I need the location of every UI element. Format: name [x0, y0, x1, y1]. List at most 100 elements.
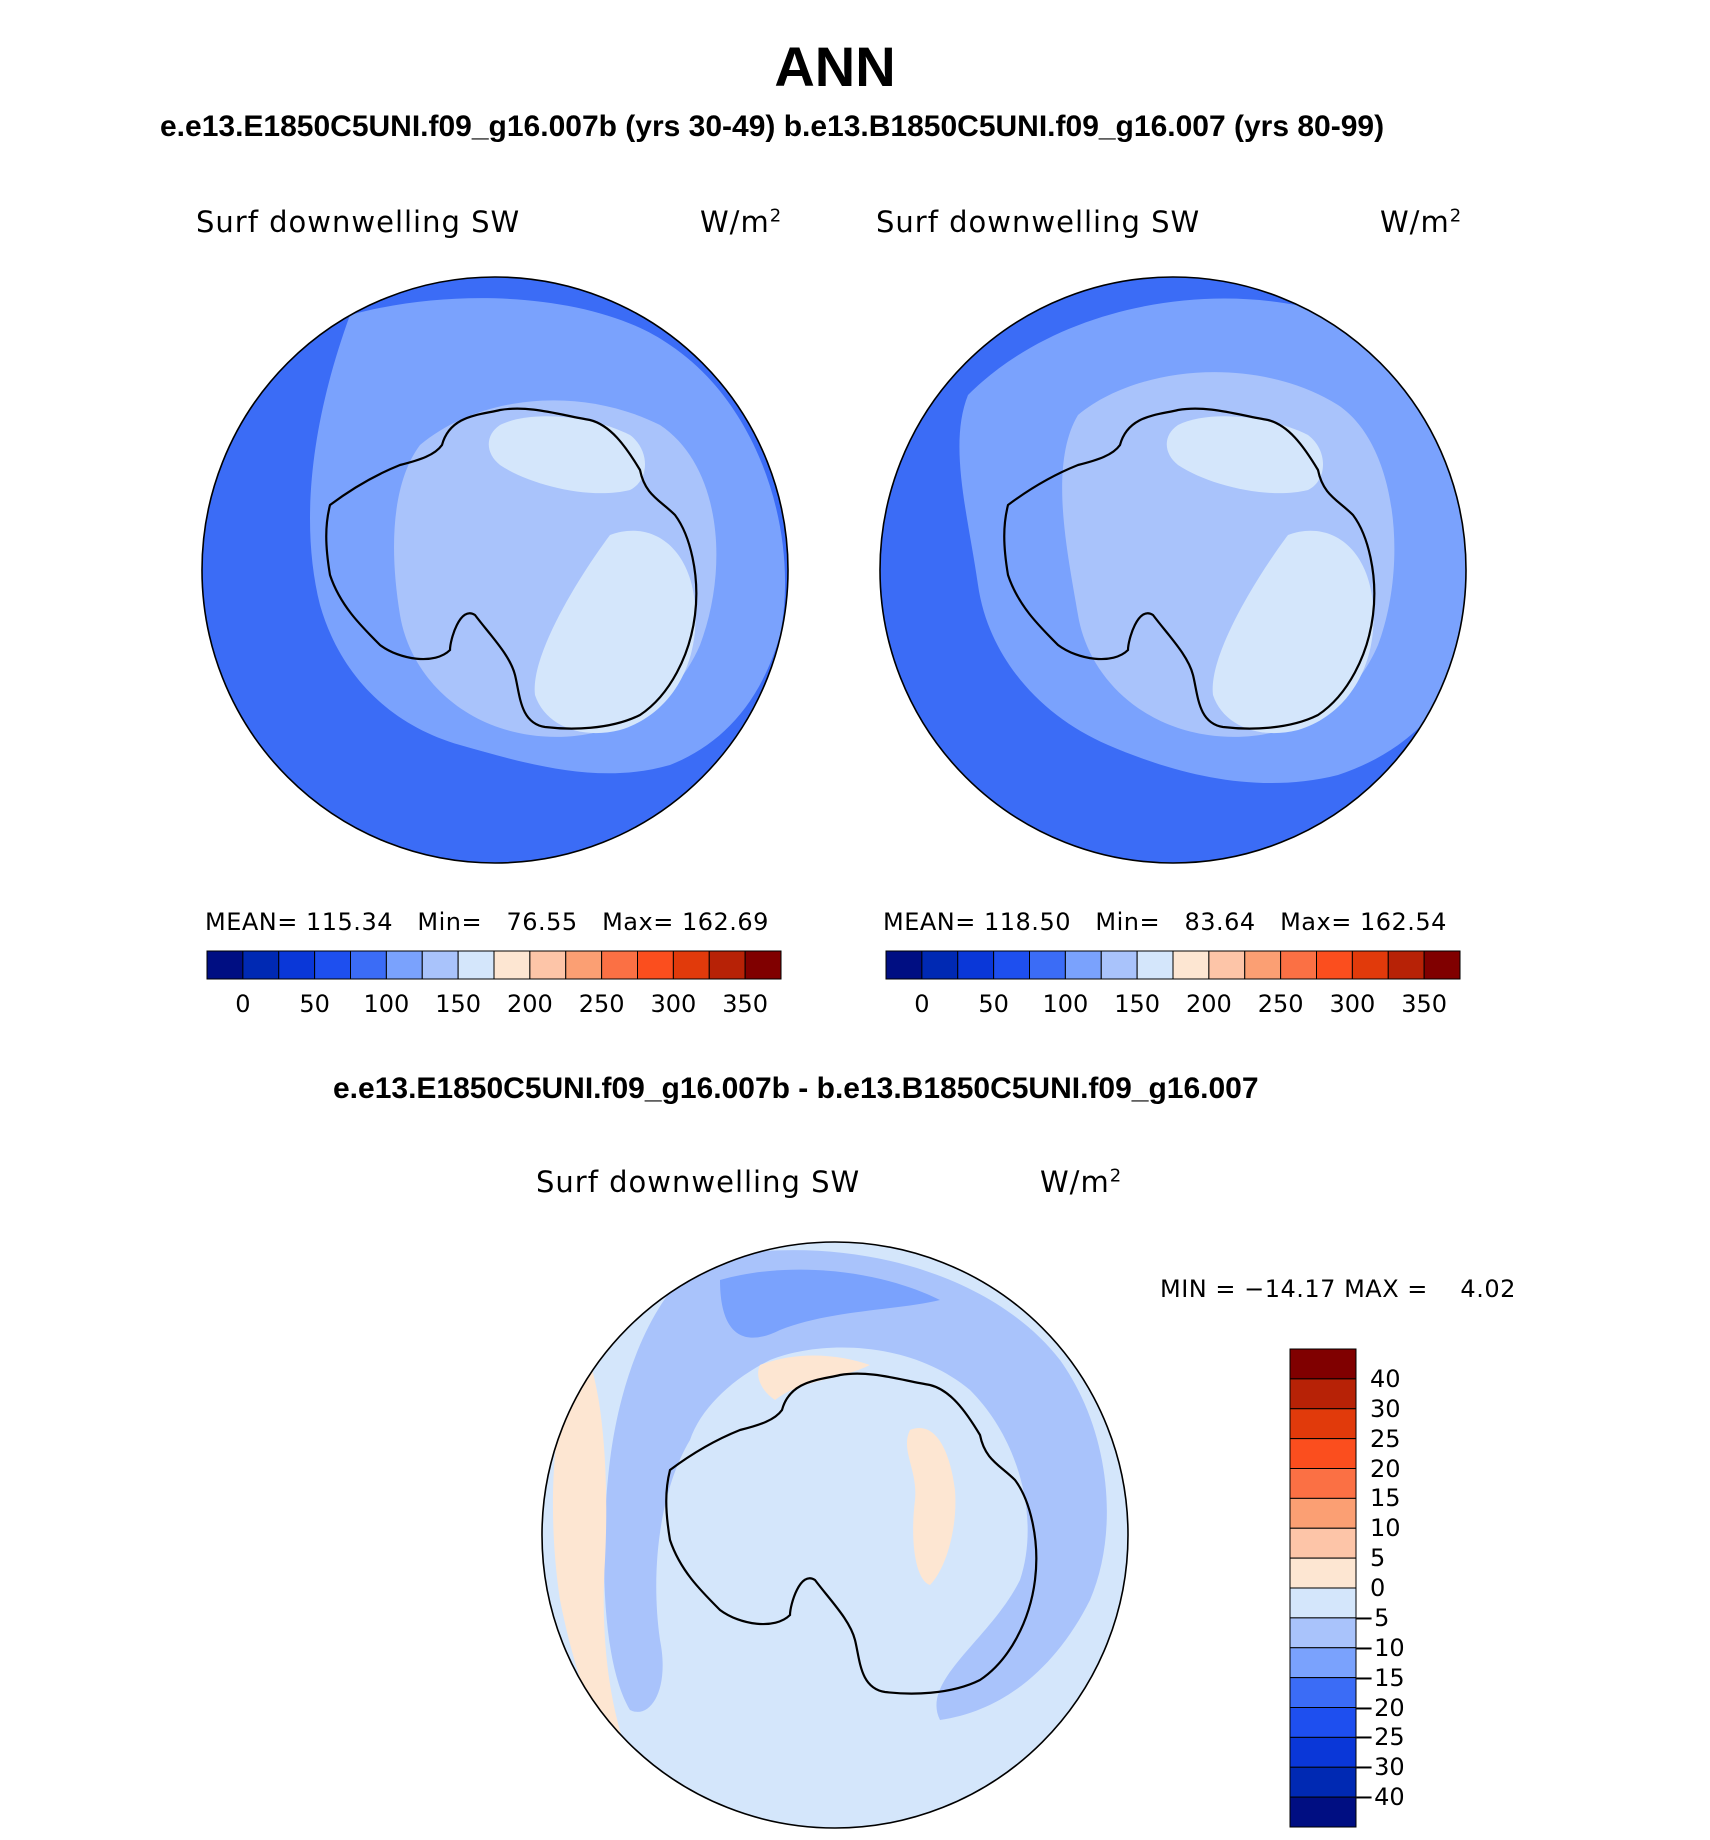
diff-variable-label: Surf downwelling SW: [536, 1165, 861, 1199]
diff-colorbar-tick-label: −15: [1354, 1663, 1405, 1692]
left-colorbar-box: [708, 950, 746, 980]
diff-colorbar-box: [1289, 1348, 1357, 1380]
right-colorbar-box: [1423, 950, 1461, 980]
left-map-land-bright: [534, 530, 696, 734]
diff-colorbar-ticks: 40 30 25 20 15 10 5 0 −5 −10 −15 −20 −25 −30 −40: [1354, 1349, 1450, 1829]
left-colorbar-box: [421, 950, 459, 980]
diff-colorbar-box: [1289, 1736, 1357, 1768]
diff-colorbar-box: [1289, 1617, 1357, 1649]
diff-colorbar-box: [1289, 1408, 1357, 1440]
left-colorbar-tick-label: 150: [435, 990, 482, 1018]
right-colorbar-tick-label: 300: [1329, 990, 1376, 1018]
left-colorbar-tick-label: 300: [650, 990, 697, 1018]
diff-colorbar-box: [1289, 1497, 1357, 1529]
diff-colorbar-tick-label: −25: [1354, 1723, 1405, 1752]
right-colorbar-box: [1208, 950, 1246, 980]
diff-colorbar-box: [1289, 1587, 1357, 1619]
diff-colorbar-box: [1289, 1766, 1357, 1798]
left-colorbar-tick-label: 0: [235, 990, 251, 1018]
left-colorbar-box: [744, 950, 782, 980]
right-colorbar-box: [1387, 950, 1425, 980]
right-colorbar-box: [1244, 950, 1282, 980]
right-colorbar-box: [993, 950, 1031, 980]
diff-colorbar-tick-label: −40: [1354, 1783, 1405, 1812]
left-colorbar-box: [350, 950, 387, 980]
diff-colorbar-tick-label: −10: [1354, 1633, 1405, 1662]
right-colorbar-tick-label: 100: [1042, 990, 1089, 1018]
page-title: ANN: [774, 35, 896, 98]
diff-map-band-lower: [720, 1269, 940, 1338]
left-map: [201, 276, 789, 864]
diff-colorbar-box: [1289, 1707, 1357, 1738]
diff-colorbar-tick-label: 5: [1370, 1544, 1386, 1573]
right-colorbar-tick-label: 250: [1257, 990, 1304, 1018]
diff-colorbar-tick-label: 30: [1370, 1394, 1401, 1423]
diff-stats: MIN = −14.17 MAX = 4.02: [1160, 1275, 1516, 1303]
diff-colorbar-tick-label: −30: [1354, 1753, 1405, 1782]
diff-units-label: W/m2: [1040, 1165, 1123, 1199]
diff-colorbar-box: [1289, 1796, 1357, 1828]
diff-colorbar-box: [1289, 1557, 1357, 1589]
diff-colorbar-box: [1289, 1677, 1357, 1709]
right-min-value: 83.64: [1184, 908, 1256, 936]
left-colorbar: [206, 950, 782, 980]
left-map-coastline: [325, 407, 698, 730]
right-colorbar-tick-label: 150: [1114, 990, 1161, 1018]
comparison-subtitle: e.e13.E1850C5UNI.f09_g16.007b (yrs 30-49…: [160, 110, 1385, 143]
right-max-value: 162.54: [1359, 908, 1447, 936]
left-map-land-bright-2: [488, 416, 645, 494]
diff-map-band-low: [604, 1250, 1107, 1720]
left-colorbar-tick-label: 50: [299, 990, 330, 1018]
diff-map-positive-west: [552, 1340, 630, 1760]
left-variable-label: Surf downwelling SW: [196, 205, 521, 239]
difference-subtitle: e.e13.E1850C5UNI.f09_g16.007b - b.e13.B1…: [333, 1072, 1259, 1105]
right-variable-label: Surf downwelling SW: [876, 205, 1201, 239]
left-colorbar-tick-label: 350: [722, 990, 769, 1018]
left-colorbar-box: [529, 950, 567, 980]
right-map: [879, 276, 1467, 864]
diff-min-value: −14.17: [1244, 1275, 1336, 1303]
right-units-label: W/m2: [1380, 205, 1463, 239]
left-colorbar-box: [601, 950, 639, 980]
diff-colorbar-box: [1289, 1468, 1357, 1499]
left-colorbar-tick-label: 250: [578, 990, 625, 1018]
right-colorbar-box: [1136, 950, 1174, 980]
diff-map-positive-east: [906, 1428, 956, 1585]
diff-colorbar-box: [1289, 1527, 1357, 1559]
left-colorbar-box: [314, 950, 352, 980]
diff-colorbar-box: [1289, 1647, 1357, 1679]
left-colorbar-box: [242, 950, 280, 980]
right-colorbar-box: [1280, 950, 1318, 980]
diff-colorbar-tick-label: −20: [1354, 1693, 1405, 1722]
diff-map-coastline: [665, 1372, 1038, 1695]
right-map-coastline: [1003, 407, 1376, 730]
right-colorbar-box: [1064, 950, 1102, 980]
left-colorbar-tick-label: 100: [363, 990, 410, 1018]
right-colorbar-tick-label: 50: [978, 990, 1009, 1018]
right-stats: MEAN= 118.50 Min= 83.64 Max= 162.54: [883, 908, 1447, 936]
diff-map: [541, 1241, 1129, 1829]
diff-colorbar-tick-label: 40: [1370, 1364, 1401, 1393]
left-max-value: 162.69: [681, 908, 769, 936]
left-colorbar-box: [565, 950, 603, 980]
right-colorbar-ticks: 0 50 100 150 200 250 300 350: [886, 990, 1460, 1020]
left-colorbar-box: [493, 950, 531, 980]
right-colorbar-tick-label: 350: [1401, 990, 1448, 1018]
right-colorbar: [885, 950, 1461, 980]
diff-colorbar-tick-label: 15: [1370, 1484, 1401, 1513]
diff-colorbar-tick-label: 20: [1370, 1454, 1401, 1483]
left-colorbar-box: [637, 950, 674, 980]
right-colorbar-box: [885, 950, 923, 980]
diff-colorbar: [1289, 1348, 1357, 1828]
right-colorbar-tick-label: 0: [914, 990, 930, 1018]
left-colorbar-box: [278, 950, 316, 980]
left-mean-value: 115.34: [306, 908, 393, 936]
diff-colorbar-tick-label: 0: [1370, 1574, 1386, 1602]
left-units-label: W/m2: [700, 205, 783, 239]
left-colorbar-box: [385, 950, 423, 980]
right-mean-value: 118.50: [984, 908, 1071, 936]
right-map-land-bright-2: [1166, 416, 1323, 494]
left-colorbar-box: [672, 950, 710, 980]
diff-colorbar-box: [1289, 1378, 1357, 1410]
left-colorbar-box: [206, 950, 244, 980]
